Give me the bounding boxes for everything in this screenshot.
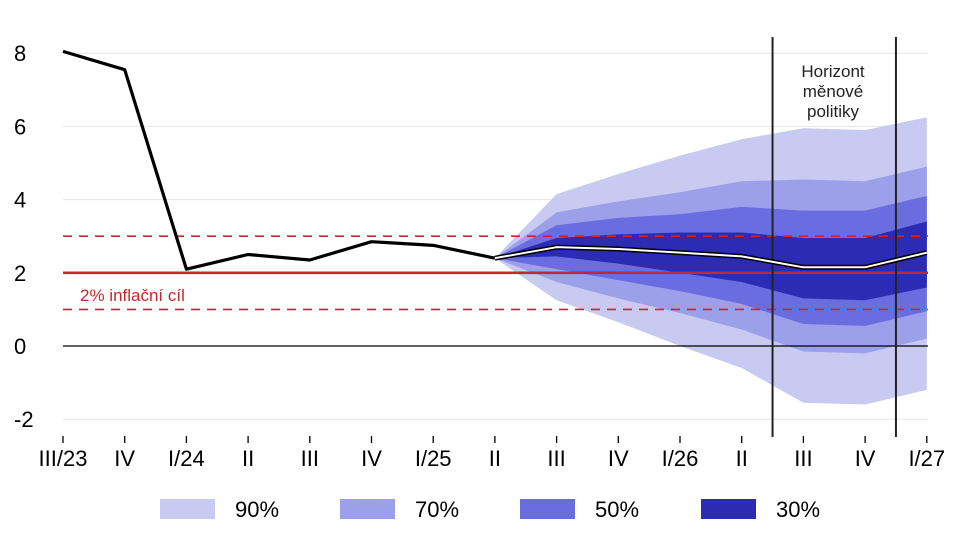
x-tick-label: III — [547, 446, 565, 471]
horizon-label-line-1: Horizont — [801, 62, 865, 81]
x-tick-label: II — [242, 446, 254, 471]
y-tick-label: 2 — [14, 261, 26, 286]
fan-band-30pct — [494, 221, 927, 301]
annotations: 2% inflační cíl Horizont měnové politiky — [80, 62, 865, 305]
legend-swatch-30pct — [701, 499, 756, 519]
y-tick-label: 0 — [14, 334, 26, 359]
x-tick-label: I/27 — [908, 446, 945, 471]
legend-label: 30% — [776, 497, 820, 522]
legend-swatch-90pct — [160, 499, 215, 519]
legend-label: 50% — [595, 497, 639, 522]
x-tick-label: I/25 — [415, 446, 452, 471]
x-tick-label: IV — [361, 446, 382, 471]
legend-label: 70% — [415, 497, 459, 522]
y-tick-label: 6 — [14, 114, 26, 139]
x-tick-label: I/24 — [168, 446, 205, 471]
horizon-label-line-2: měnové — [803, 82, 863, 101]
inflation-target-lines — [63, 235, 928, 311]
x-tick-label: III — [301, 446, 319, 471]
horizon-label-line-3: politiky — [807, 102, 859, 121]
x-tick-label: III/23 — [39, 446, 88, 471]
y-tick-label: 8 — [14, 41, 26, 66]
y-axis-ticks: 8 6 4 2 0 -2 — [14, 41, 34, 432]
legend: 90% 70% 50% 30% — [160, 497, 820, 522]
x-tick-label: II — [489, 446, 501, 471]
forecast-line — [494, 246, 928, 269]
x-tick-label: II — [736, 446, 748, 471]
x-tick-label: IV — [114, 446, 135, 471]
x-axis-ticks: III/23 IV I/24 II III IV I/25 II III IV I/26 II III I… — [39, 436, 945, 471]
fan-bands — [494, 117, 927, 405]
x-tick-label: IV — [855, 446, 876, 471]
inflation-series — [62, 49, 928, 271]
policy-horizon-lines — [771, 37, 897, 437]
y-tick-label: 4 — [14, 188, 26, 213]
x-tick-label: I/26 — [662, 446, 699, 471]
x-tick-label: III — [794, 446, 812, 471]
actual-inflation-line — [62, 49, 496, 271]
legend-swatch-50pct — [520, 499, 575, 519]
legend-swatch-70pct — [340, 499, 395, 519]
target-label: 2% inflační cíl — [80, 286, 185, 305]
legend-label: 90% — [235, 497, 279, 522]
x-tick-label: IV — [608, 446, 629, 471]
y-tick-label: -2 — [14, 407, 34, 432]
